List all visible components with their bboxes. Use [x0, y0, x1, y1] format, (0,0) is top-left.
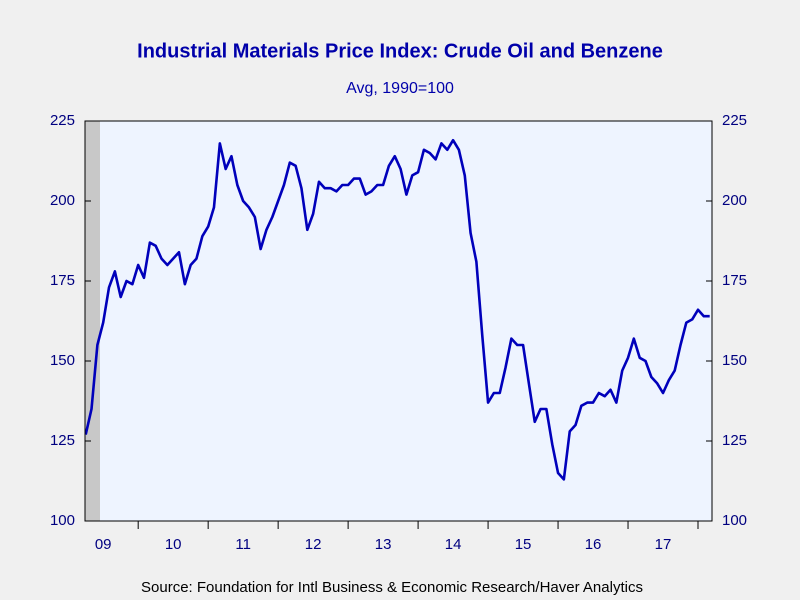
- y-tick-label: 100: [50, 512, 75, 529]
- x-tick-label: 10: [165, 536, 182, 553]
- x-tick-label: 11: [235, 536, 251, 553]
- x-tick-label: 17: [655, 536, 672, 553]
- y-tick-label: 225: [50, 112, 75, 129]
- recession-shade: [85, 121, 100, 521]
- y2-tick-label: 100: [722, 512, 747, 529]
- x-tick-label: 15: [515, 536, 532, 553]
- x-tick-label: 13: [375, 536, 392, 553]
- source-note: Source: Foundation for Intl Business & E…: [141, 579, 643, 596]
- chart-subtitle: Avg, 1990=100: [346, 80, 454, 97]
- y2-tick-label: 175: [722, 272, 747, 289]
- y2-tick-label: 225: [722, 112, 747, 129]
- x-tick-label: 12: [305, 536, 322, 553]
- x-tick-label: 14: [445, 536, 462, 553]
- y2-tick-label: 200: [722, 192, 747, 209]
- plot-area: [85, 121, 712, 521]
- y-tick-label: 200: [50, 192, 75, 209]
- chart-title: Industrial Materials Price Index: Crude …: [137, 40, 663, 62]
- y-tick-label: 125: [50, 432, 75, 449]
- y-tick-label: 150: [50, 352, 75, 369]
- data-line: [84, 138, 710, 481]
- plot-border: [84, 120, 713, 522]
- y2-tick-label: 125: [722, 432, 747, 449]
- x-tick-label: 16: [585, 536, 602, 553]
- y-tick-label: 175: [50, 272, 75, 289]
- y2-tick-label: 150: [722, 352, 747, 369]
- x-tick-label: 09: [95, 536, 112, 553]
